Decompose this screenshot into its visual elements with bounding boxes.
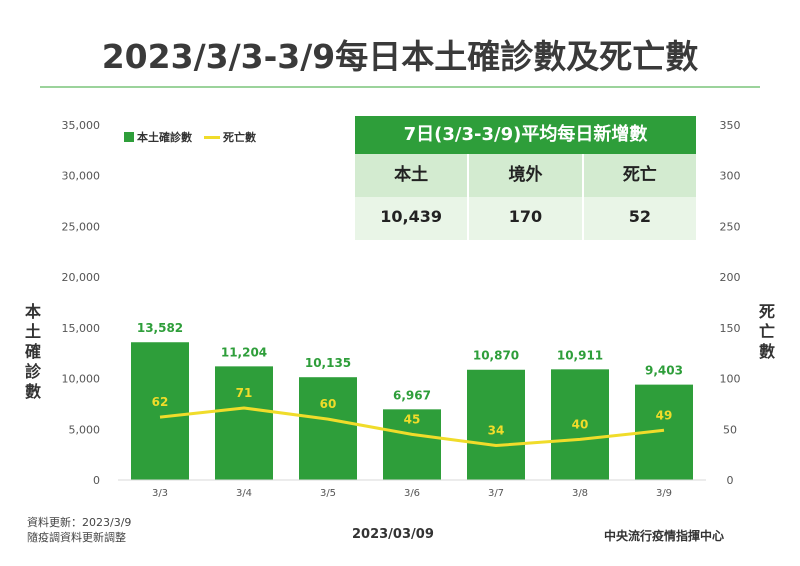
y-tick-label: 25,000 (62, 220, 101, 233)
x-tick-label: 3/4 (236, 488, 252, 499)
x-tick-label: 3/3 (152, 488, 168, 499)
legend-line-swatch (204, 135, 220, 139)
y-tick-label: 20,000 (62, 271, 101, 284)
footer-date: 2023/03/09 (352, 527, 434, 542)
footnote-line-2: 隨疫調資料更新調整 (27, 531, 126, 544)
bar-value-label: 11,204 (221, 345, 267, 359)
summary-val-imported: 170 (469, 197, 584, 240)
y2-tick-label: 100 (720, 373, 741, 386)
x-tick-label: 3/8 (572, 488, 588, 499)
y-axis-ticks: 0 5,000 10,000 15,000 20,000 25,000 30,000 35,0… (62, 119, 101, 487)
bar-value-label: 10,870 (473, 349, 519, 363)
line-value-label: 40 (572, 417, 589, 431)
y2-axis-label: 死亡數 (758, 302, 775, 361)
bar-value-label: 6,967 (393, 388, 431, 402)
footnote: 資料更新：2023/3/9 隨疫調資料更新調整 (27, 515, 131, 545)
y2-tick-label: 200 (720, 271, 741, 284)
bar-labels: 13,582 11,204 10,135 6,967 10,870 10,911 9,403 (137, 321, 683, 402)
y-tick-label: 30,000 (62, 170, 101, 183)
summary-val-local: 10,439 (355, 197, 470, 240)
summary-heading: 7日(3/3-3/9)平均每日新增數 (355, 116, 696, 154)
bar (131, 342, 189, 480)
line-value-label: 34 (488, 424, 505, 438)
y-tick-label: 35,000 (62, 119, 101, 132)
y2-tick-label: 50 (723, 423, 737, 436)
legend-line-label: 死亡數 (223, 131, 256, 144)
line-value-label: 62 (152, 395, 169, 409)
x-tick-label: 3/9 (656, 488, 672, 499)
page-title: 2023/3/3-3/9每日本土確診數及死亡數 (101, 37, 699, 76)
x-tick-label: 3/6 (404, 488, 420, 499)
bar (215, 366, 273, 480)
bar-value-label: 9,403 (645, 364, 683, 378)
summary-columns: 本土 境外 死亡 (355, 154, 696, 197)
legend: 本土確診數 死亡數 (124, 129, 256, 145)
summary-val-deaths: 52 (628, 207, 651, 226)
y-tick-label: 10,000 (62, 373, 101, 386)
bar (299, 377, 357, 480)
legend-bar-label: 本土確診數 (137, 131, 192, 144)
death-line (159, 406, 665, 448)
line-labels: 62 71 60 45 34 40 49 (152, 386, 673, 438)
bar (467, 369, 525, 480)
line-value-label: 60 (320, 397, 337, 411)
bar-value-label: 10,911 (557, 348, 603, 362)
line-value-label: 45 (404, 412, 421, 426)
y2-tick-label: 0 (727, 474, 734, 487)
title-divider (40, 86, 760, 88)
bar-value-label: 10,135 (305, 356, 351, 370)
footer-org: 中央流行疫情指揮中心 (604, 529, 725, 543)
x-tick-label: 3/7 (488, 488, 504, 499)
y-tick-label: 5,000 (69, 423, 101, 436)
bar (383, 409, 441, 480)
line-value-label: 49 (656, 408, 673, 422)
line-value-label: 71 (236, 386, 253, 400)
y2-axis-ticks: 0 50 100 150 200 250 300 350 (720, 119, 741, 487)
y-tick-label: 15,000 (62, 322, 101, 335)
summary-col-deaths: 死亡 (622, 165, 657, 185)
summary-col-local: 本土 (355, 154, 470, 197)
summary-values: 10,439 170 52 (355, 197, 696, 240)
bar-value-label: 13,582 (137, 321, 183, 335)
summary-box: 7日(3/3-3/9)平均每日新增數 本土 境外 死亡 10,439 170 5… (355, 116, 696, 240)
y-axis-label: 本土確診數 (24, 302, 41, 401)
y2-tick-label: 250 (720, 220, 741, 233)
y-tick-label: 0 (93, 474, 100, 487)
summary-col-imported: 境外 (469, 154, 584, 197)
bar (551, 369, 609, 480)
footnote-line-1: 資料更新：2023/3/9 (27, 516, 132, 529)
x-tick-label: 3/5 (320, 488, 336, 499)
y2-tick-label: 150 (720, 322, 741, 335)
y2-tick-label: 350 (720, 119, 741, 132)
legend-bar-swatch (124, 132, 134, 142)
x-axis-ticks: 3/3 3/4 3/5 3/6 3/7 3/8 3/9 (152, 488, 672, 499)
y2-tick-label: 300 (720, 170, 741, 183)
